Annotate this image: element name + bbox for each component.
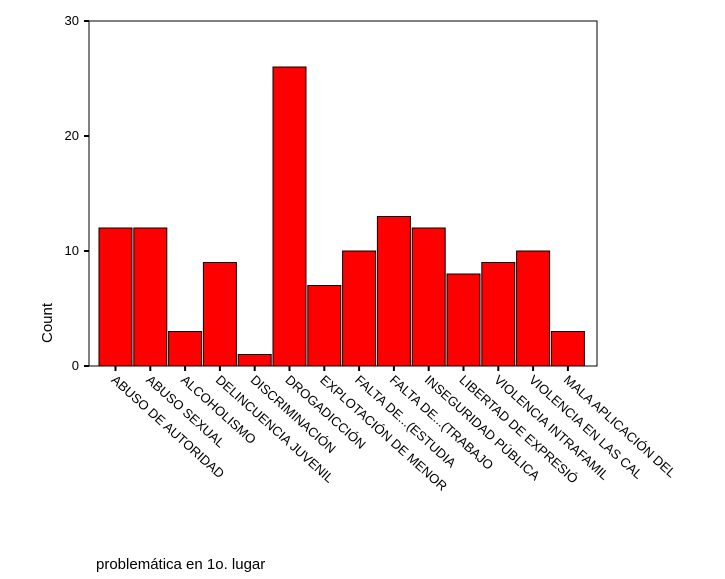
bar-10 [411, 227, 446, 367]
y-tick-label: 10 [65, 243, 79, 258]
y-axis-title: Count [39, 302, 56, 343]
bar-3 [168, 331, 203, 367]
x-axis-title: problemática en 1o. lugar [96, 556, 265, 573]
y-tick-label: 30 [65, 13, 79, 28]
y-tick-label: 0 [72, 358, 79, 373]
bar-12 [481, 262, 516, 367]
bar-6 [272, 66, 307, 367]
bar-8 [342, 250, 377, 367]
bar-4 [202, 262, 237, 367]
bar-1 [98, 227, 133, 367]
bar-13 [516, 250, 551, 367]
bar-2 [133, 227, 168, 367]
bars-group [98, 66, 585, 367]
bar-5 [237, 354, 272, 367]
bar-11 [446, 273, 481, 367]
y-tick-label: 20 [65, 128, 79, 143]
y-axis: 0 10 20 30 [65, 13, 89, 373]
bar-9 [376, 216, 411, 367]
bar-14 [550, 331, 585, 367]
bar-7 [307, 285, 342, 367]
